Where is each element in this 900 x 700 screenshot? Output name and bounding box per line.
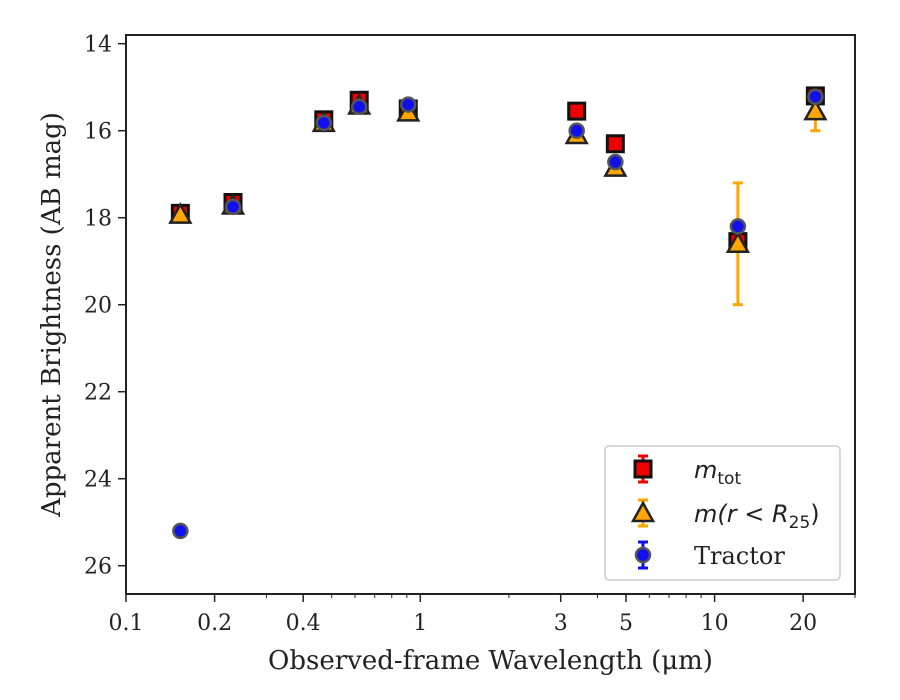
y-tick-label-0: 14 [84, 33, 112, 58]
series-2-point-3 [350, 98, 368, 116]
x-tick-label-1: 0.2 [197, 611, 232, 636]
series-2-point-7 [729, 218, 747, 235]
series-0-point-5 [567, 101, 587, 121]
legend-marker-2 [634, 546, 652, 564]
series-2-point-5 [568, 122, 585, 139]
x-tick-label-7: 20 [789, 611, 817, 636]
y-tick-label-6: 26 [84, 555, 112, 580]
legend: mtot m(r < R25) Tractor [604, 445, 841, 581]
series-0 [170, 86, 825, 252]
series-2-point-6 [607, 153, 624, 171]
legend-marker-0 [633, 459, 653, 479]
series-1-point-0 [168, 202, 193, 224]
x-tick-label-5: 5 [619, 611, 633, 636]
x-axis-title: Observed-frame Wavelength (μm) [268, 646, 713, 676]
series-2-point-8 [807, 88, 824, 106]
series-2-point-1 [224, 198, 242, 216]
series-2-point-0 [172, 522, 189, 540]
x-tick-label-6: 10 [701, 611, 729, 636]
legend-marker-1 [630, 500, 656, 523]
series-0-point-6 [605, 134, 625, 154]
y-tick-label-1: 16 [84, 120, 112, 145]
series-2-point-2 [315, 114, 333, 132]
plot-frame [125, 34, 856, 595]
series-2-point-4 [399, 96, 417, 113]
legend-label-2: Tractor [694, 542, 785, 570]
legend-label-1: m(r < R25) [694, 500, 820, 533]
y-tick-label-5: 24 [84, 468, 112, 493]
y-tick-label-3: 20 [84, 294, 112, 319]
legend-box [604, 445, 841, 581]
series-1-point-8 [803, 98, 828, 121]
series-1 [168, 90, 828, 307]
x-tick-label-4: 3 [554, 611, 568, 636]
series-1-point-7 [725, 231, 751, 254]
y-tick-label-4: 22 [84, 381, 112, 406]
y-axis-title: Apparent Brightness (AB mag) [37, 112, 67, 518]
legend-label-0: mtot [694, 456, 741, 489]
y-tick-label-2: 18 [84, 207, 112, 232]
x-tick-label-2: 0.4 [286, 611, 321, 636]
x-tick-label-3: 1 [413, 611, 427, 636]
series-2 [172, 88, 824, 540]
x-tick-label-0: 0.1 [109, 611, 144, 636]
